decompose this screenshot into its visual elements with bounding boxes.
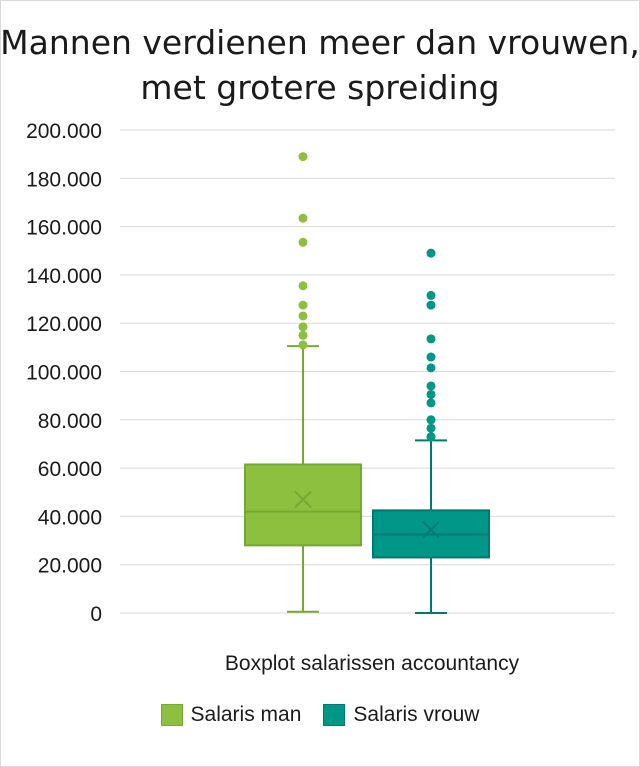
y-tick-label: 140.000 [26, 265, 102, 288]
legend-label-vrouw: Salaris vrouw [353, 703, 480, 726]
outlier-point [426, 398, 436, 408]
legend-item-man: Salaris man [160, 703, 302, 727]
outlier-point [298, 237, 308, 247]
y-tick-label: 40.000 [38, 506, 102, 529]
box [244, 463, 362, 547]
legend-swatch-vrouw [323, 704, 346, 726]
legend: Salaris man Salaris vrouw [0, 703, 640, 727]
legend-label-man: Salaris man [190, 703, 302, 726]
outlier-point [298, 330, 308, 340]
y-tick-label: 0 [90, 603, 102, 626]
outlier-point [298, 340, 308, 350]
outlier-point [298, 300, 308, 310]
outlier-point [298, 281, 308, 291]
outlier-point [426, 363, 436, 373]
outlier-point [298, 213, 308, 223]
outlier-point [426, 381, 436, 391]
y-tick-label: 60.000 [38, 458, 102, 481]
outlier-point [426, 432, 436, 442]
outlier-point [426, 415, 436, 425]
y-tick-label: 120.000 [26, 313, 102, 336]
outlier-point [426, 334, 436, 344]
outlier-point [426, 248, 436, 258]
outlier-point [426, 389, 436, 399]
y-tick-label: 100.000 [26, 362, 102, 385]
outlier-point [298, 322, 308, 332]
chart-title-line-2: met grotere spreiding [140, 68, 500, 107]
mean-marker [294, 490, 312, 509]
y-tick-label: 20.000 [38, 555, 102, 578]
mean-marker [422, 520, 440, 539]
y-tick-label: 180.000 [26, 168, 102, 191]
chart-title-line-1: Mannen verdienen meer dan vrouwen, [0, 23, 640, 62]
outlier-point [298, 152, 308, 162]
chart-title: Mannen verdienen meer dan vrouwen, met g… [0, 20, 640, 110]
legend-swatch-man [160, 704, 183, 726]
outlier-point [426, 423, 436, 433]
legend-item-vrouw: Salaris vrouw [323, 703, 479, 727]
outlier-point [426, 290, 436, 300]
outlier-point [426, 300, 436, 310]
outlier-point [298, 311, 308, 321]
y-tick-label: 160.000 [26, 217, 102, 240]
y-tick-label: 80.000 [38, 410, 102, 433]
outlier-point [426, 352, 436, 362]
y-tick-label: 200.000 [26, 120, 102, 143]
x-axis-label: Boxplot salarissen accountancy [225, 652, 520, 675]
